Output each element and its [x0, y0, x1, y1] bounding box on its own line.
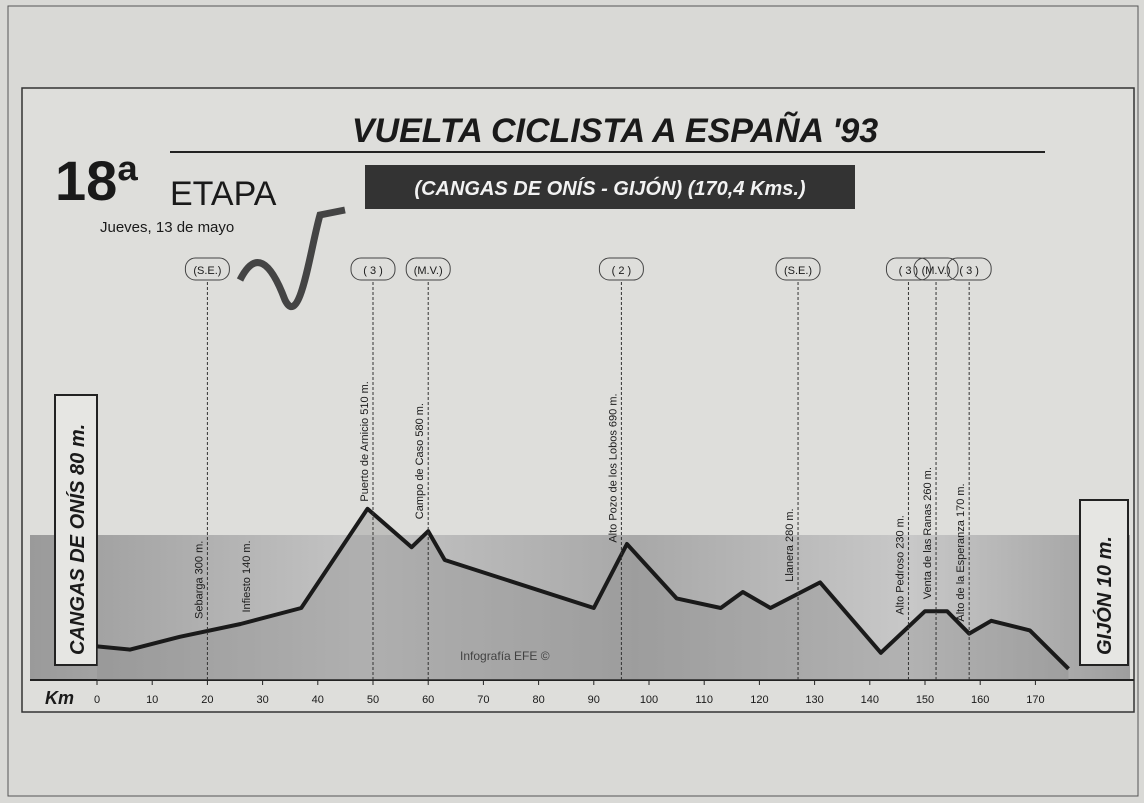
x-tick-label: 130 [805, 694, 823, 706]
start-label: CANGAS DE ONÍS 80 m. [66, 424, 89, 655]
x-tick-label: 10 [146, 694, 158, 706]
climb-category: (S.E.) [193, 265, 221, 277]
x-axis-label: Km [45, 688, 74, 708]
place-label: Infiesto 140 m. [241, 540, 253, 612]
climb-badge [946, 257, 992, 281]
climb-category: ( 3 ) [899, 265, 919, 277]
finish-box [1079, 499, 1129, 666]
climb-badge [350, 257, 396, 281]
stage-number: 18ª [55, 149, 138, 212]
climb-badge [913, 257, 959, 281]
x-tick-label: 90 [588, 694, 600, 706]
climb-label: Alto Pedroso 230 m. [894, 515, 906, 615]
x-tick-label: 110 [695, 694, 713, 706]
climb-category: ( 2 ) [612, 265, 632, 277]
x-tick-label: 60 [422, 694, 434, 706]
route: (CANGAS DE ONÍS - GIJÓN) (170,4 Kms.) [414, 176, 806, 200]
climb-badge [775, 257, 821, 281]
climb-category: (S.E.) [784, 265, 812, 277]
start-box [54, 394, 98, 666]
climb-category: (M.V.) [414, 265, 443, 277]
x-tick-label: 40 [312, 694, 324, 706]
x-tick-label: 20 [201, 694, 213, 706]
stage-date: Jueves, 13 de mayo [100, 219, 234, 236]
climb-label: Alto Pozo de los Lobos 690 m. [607, 393, 619, 542]
x-tick-label: 150 [916, 694, 934, 706]
climb-category: ( 3 ) [363, 265, 383, 277]
x-tick-label: 50 [367, 694, 379, 706]
chart-title: VUELTA CICLISTA A ESPAÑA '93 [352, 112, 878, 150]
climb-label: Campo de Caso 580 m. [414, 403, 426, 519]
climb-category: (M.V.) [922, 265, 951, 277]
climb-label: Sebarga 300 m. [193, 541, 205, 619]
logo [236, 206, 346, 311]
route-box [365, 165, 855, 209]
climb-label: Puerto de Arnicio 510 m. [359, 381, 371, 501]
finish-label: GIJÓN 10 m. [1092, 536, 1116, 655]
profile-line [96, 506, 1070, 671]
climb-label: Venta de las Ranas 260 m. [922, 467, 934, 599]
stage-word: ETAPA [170, 175, 277, 213]
shaded-band [30, 535, 1130, 680]
x-tick-label: 0 [94, 694, 100, 706]
x-tick-label: 170 [1026, 694, 1044, 706]
climb-label: Llanera 280 m. [784, 508, 796, 581]
x-tick-label: 80 [532, 694, 544, 706]
page-frame [7, 5, 1139, 797]
x-tick-label: 100 [640, 694, 658, 706]
credit: Infografía EFE © [460, 649, 550, 663]
climb-badge [405, 257, 451, 281]
climb-label: Alto de la Esperanza 170 m. [955, 483, 967, 621]
climb-category: ( 3 ) [959, 265, 979, 277]
x-tick-label: 70 [477, 694, 489, 706]
x-tick-label: 120 [750, 694, 768, 706]
climb-badge [184, 257, 230, 281]
x-tick-label: 160 [971, 694, 989, 706]
climb-badge [885, 257, 931, 281]
climb-badge [598, 257, 644, 281]
x-tick-label: 140 [861, 694, 879, 706]
x-tick-label: 30 [256, 694, 268, 706]
